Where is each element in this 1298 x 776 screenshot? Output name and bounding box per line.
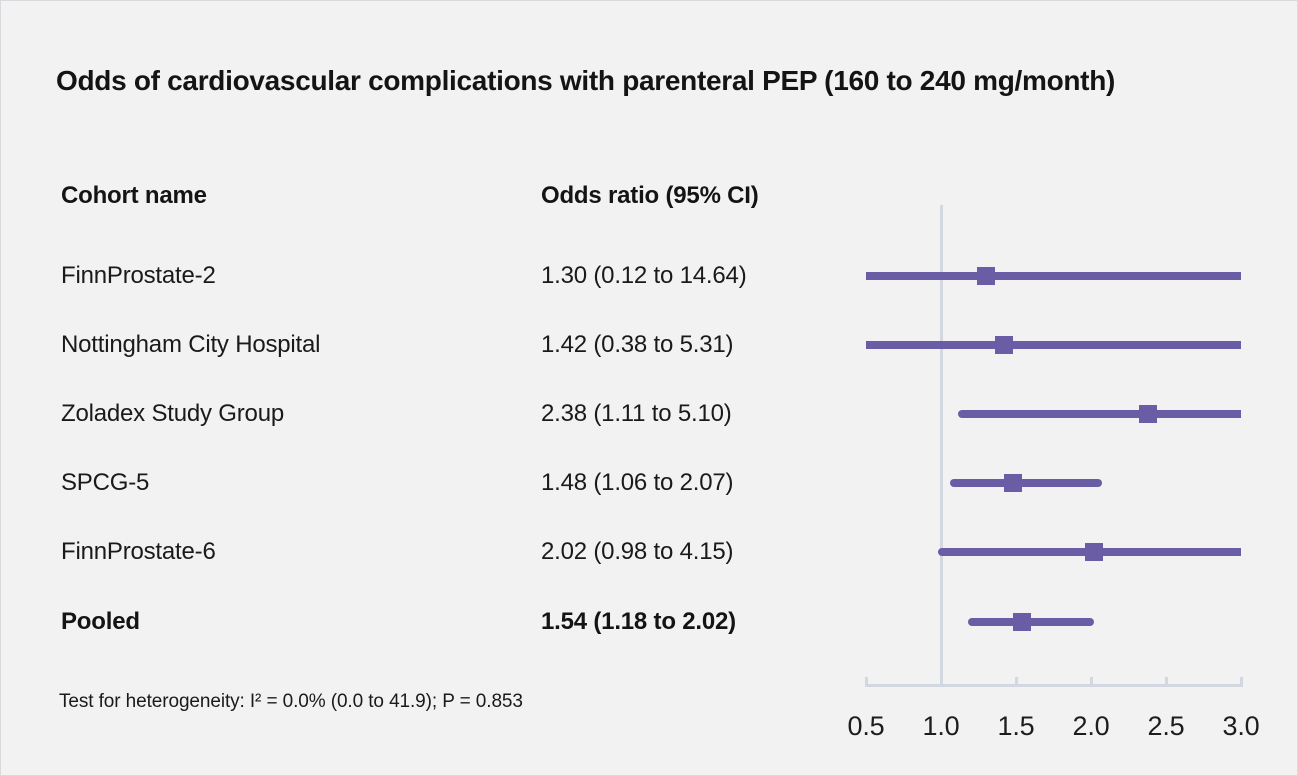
reference-line bbox=[939, 205, 943, 687]
cohort-label: FinnProstate-2 bbox=[61, 262, 216, 289]
cohort-label: Nottingham City Hospital bbox=[61, 331, 321, 358]
odds-ratio-marker bbox=[1013, 613, 1031, 631]
x-axis-tick bbox=[1164, 677, 1168, 684]
odds-ratio-value: 1.48 (1.06 to 2.07) bbox=[541, 469, 734, 496]
x-axis-tick bbox=[864, 677, 868, 684]
x-axis-tick bbox=[1089, 677, 1093, 684]
x-axis-tick-label: 2.0 bbox=[1072, 711, 1110, 741]
cohort-label: Zoladex Study Group bbox=[61, 400, 284, 427]
x-axis-tick-label: 0.5 bbox=[847, 711, 885, 741]
heterogeneity-note: Test for heterogeneity: I² = 0.0% (0.0 t… bbox=[59, 691, 523, 712]
odds-ratio-marker bbox=[1004, 474, 1022, 492]
odds-ratio-marker bbox=[977, 267, 995, 285]
confidence-interval-bar bbox=[866, 272, 1241, 280]
odds-ratio-marker bbox=[1139, 405, 1157, 423]
odds-ratio-marker bbox=[1085, 543, 1103, 561]
odds-ratio-value: 2.38 (1.11 to 5.10) bbox=[541, 400, 732, 427]
x-axis-tick-label: 3.0 bbox=[1222, 711, 1260, 741]
x-axis-tick-label: 1.0 bbox=[922, 711, 960, 741]
cohort-label: FinnProstate-6 bbox=[61, 538, 216, 565]
x-axis-tick bbox=[1014, 677, 1018, 684]
odds-ratio-marker bbox=[995, 336, 1013, 354]
cohort-label: Pooled bbox=[61, 608, 140, 635]
odds-ratio-value: 2.02 (0.98 to 4.15) bbox=[541, 538, 734, 565]
confidence-interval-bar bbox=[968, 618, 1094, 626]
confidence-interval-bar bbox=[950, 479, 1102, 487]
column-header-cohort-name: Cohort name bbox=[61, 182, 207, 209]
x-axis-tick bbox=[1239, 677, 1243, 684]
cohort-label: SPCG-5 bbox=[61, 469, 150, 496]
odds-ratio-value: 1.30 (0.12 to 14.64) bbox=[541, 262, 747, 289]
confidence-interval-bar bbox=[957, 410, 1241, 418]
x-axis-tick-label: 2.5 bbox=[1147, 711, 1185, 741]
x-axis-tick bbox=[939, 677, 943, 684]
x-axis-line bbox=[864, 684, 1243, 687]
odds-ratio-value: 1.54 (1.18 to 2.02) bbox=[541, 608, 736, 635]
column-header-odds-ratio: Odds ratio (95% CI) bbox=[541, 182, 759, 209]
odds-ratio-value: 1.42 (0.38 to 5.31) bbox=[541, 331, 734, 358]
confidence-interval-bar bbox=[866, 341, 1241, 349]
x-axis-tick-label: 1.5 bbox=[997, 711, 1035, 741]
figure-title: Odds of cardiovascular complications wit… bbox=[56, 65, 1116, 96]
